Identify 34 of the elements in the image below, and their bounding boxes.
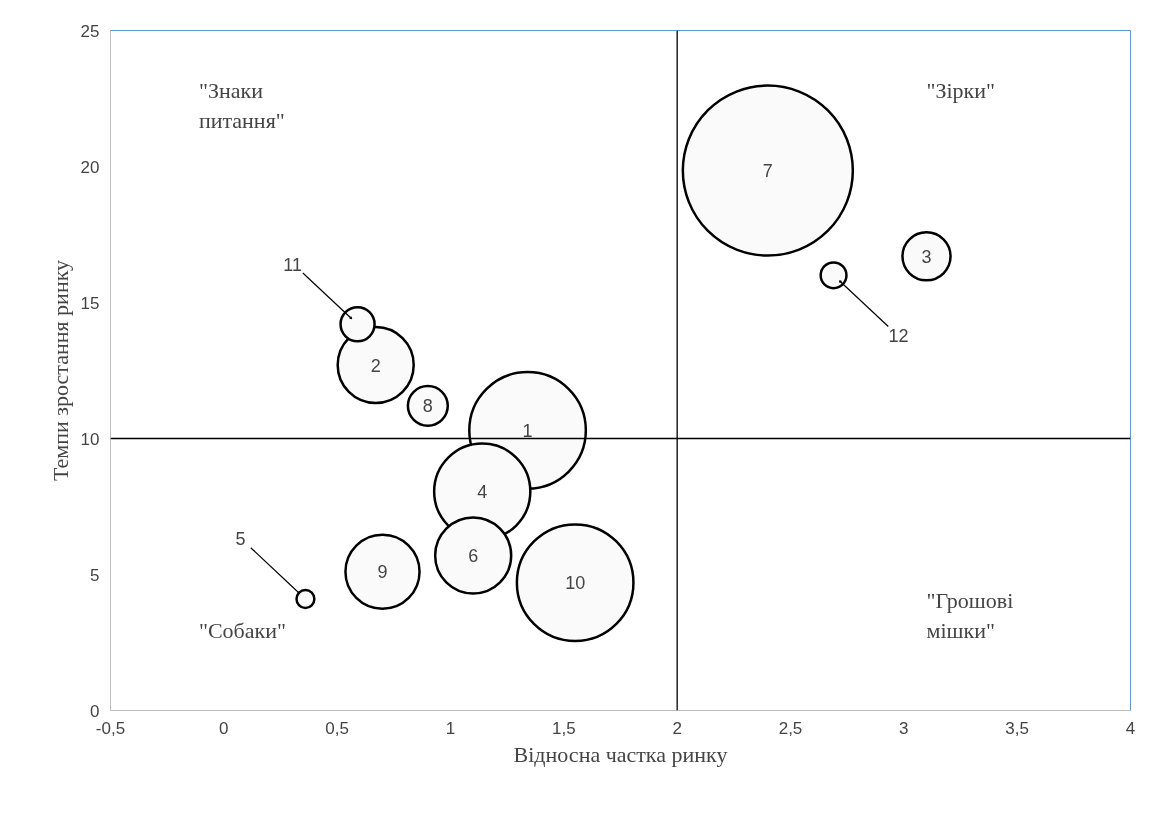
x-tick-label: -0,5 bbox=[95, 718, 126, 738]
annotation: "Зірки" bbox=[926, 78, 996, 104]
annotation: 6 bbox=[468, 545, 479, 566]
annotation: 3 bbox=[921, 246, 932, 267]
x-tick-label: 1 bbox=[445, 718, 456, 738]
y-tick-label: 5 bbox=[90, 565, 100, 585]
x-tick-label: 3,5 bbox=[1005, 718, 1029, 738]
x-tick-label: 2,5 bbox=[778, 718, 803, 738]
annotation: 8 bbox=[422, 396, 433, 417]
x-tick-label: 0 bbox=[219, 718, 229, 738]
y-tick-label: 10 bbox=[80, 429, 100, 449]
annotation: "Знаки питання" bbox=[198, 78, 285, 134]
y-tick-label: 25 bbox=[80, 21, 100, 41]
x-tick-label: 3 bbox=[899, 718, 909, 738]
y-tick-label: 0 bbox=[90, 701, 100, 721]
annotation: "Собаки" bbox=[198, 617, 286, 643]
annotation: 2 bbox=[370, 355, 381, 376]
x-axis-title: Відносна частка ринку bbox=[513, 741, 728, 767]
annotation: 9 bbox=[377, 562, 388, 583]
annotation: 4 bbox=[477, 482, 488, 503]
annotation: 7 bbox=[762, 161, 773, 182]
x-tick-label: 1,5 bbox=[552, 718, 576, 738]
x-tick-label: 4 bbox=[1125, 718, 1136, 738]
annotation: 10 bbox=[565, 573, 586, 594]
y-axis-title: Темпи зростання ринку bbox=[47, 259, 73, 482]
annotation: 1 bbox=[522, 420, 533, 441]
annotation: 5 bbox=[235, 529, 246, 550]
y-tick-label: 20 bbox=[80, 157, 100, 177]
y-tick-label: 15 bbox=[80, 293, 100, 313]
annotation: "Грошові мішки" bbox=[926, 587, 1014, 643]
x-tick-label: 2 bbox=[672, 718, 682, 738]
x-tick-label: 0,5 bbox=[325, 718, 349, 738]
annotation: 11 bbox=[283, 254, 302, 275]
annotation: 12 bbox=[888, 325, 909, 346]
